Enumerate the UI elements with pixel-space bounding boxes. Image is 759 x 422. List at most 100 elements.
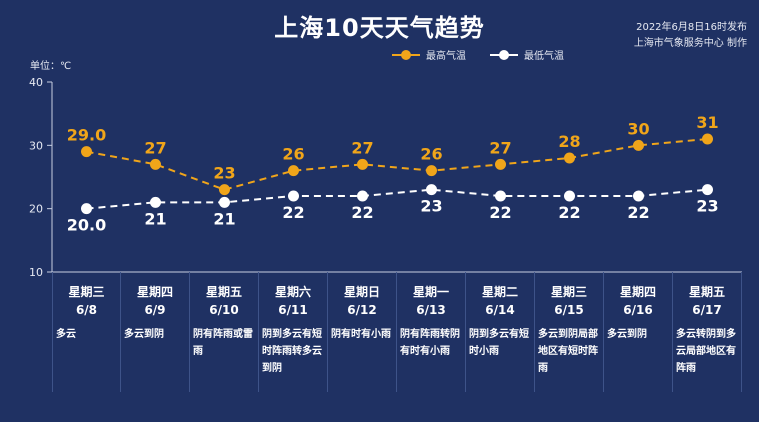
day-column: 星期六 6/11 阴到多云有短时阵雨转多云到阴 (259, 272, 328, 392)
low-temp-label: 21 (213, 209, 235, 228)
day-weekday: 星期二 (481, 285, 518, 299)
low-temp-label: 20.0 (67, 216, 106, 235)
low-temp-label: 22 (351, 203, 373, 222)
y-tick-label: 20 (29, 203, 43, 216)
high-temp-label: 27 (144, 138, 166, 157)
day-column: 星期五 6/10 阴有阵雨或雷雨 (190, 272, 259, 392)
day-weekday: 星期五 (205, 285, 242, 299)
day-column: 星期三 6/8 多云 (52, 272, 121, 392)
high-temp-point (702, 133, 713, 145)
day-weekday: 星期四 (136, 285, 173, 299)
day-date: 6/11 (278, 303, 308, 317)
high-temp-label: 29.0 (67, 126, 106, 145)
day-weekday: 星期四 (619, 285, 656, 299)
day-date: 6/10 (209, 303, 239, 317)
day-weekday: 星期一 (412, 285, 449, 299)
day-weather-desc: 多云到阴 (607, 329, 647, 340)
day-weather-desc: 阴到多云有短时小雨 (469, 329, 529, 357)
legend-swatch-low (490, 49, 518, 61)
daily-forecast-grid: 星期三 6/8 多云 星期四 6/9 多云到阴 星期五 6/10 阴有阵雨或雷雨 星期六 6/11 阴… (52, 272, 742, 392)
low-temp-label: 21 (144, 209, 166, 228)
day-date: 6/15 (554, 303, 584, 317)
high-temp-label: 28 (558, 132, 580, 151)
day-weekday: 星期日 (343, 285, 380, 299)
low-temp-label: 22 (282, 203, 304, 222)
publish-time: 2022年6月8日16时发布 (636, 22, 747, 33)
low-temp-label: 22 (627, 203, 649, 222)
low-temp-point (495, 190, 506, 202)
y-tick-label: 40 (29, 76, 43, 89)
low-temp-point (426, 184, 437, 196)
high-temp-label: 31 (696, 113, 718, 132)
low-temp-point (702, 184, 713, 196)
y-tick-label: 10 (29, 266, 43, 279)
high-temp-point (633, 139, 644, 151)
high-temp-point (150, 158, 161, 170)
day-weather-desc: 多云转阴到多云局部地区有阵雨 (676, 329, 736, 374)
day-weather-desc: 阴有阵雨转阴有时有小雨 (400, 329, 460, 357)
day-date: 6/13 (416, 303, 446, 317)
publisher: 上海市气象服务中心 制作 (633, 38, 747, 49)
low-temp-point (150, 196, 161, 208)
chart-title: 上海10天天气趋势 (274, 14, 485, 42)
unit-label: 单位：℃ (30, 61, 72, 72)
high-temp-label: 30 (627, 119, 649, 138)
legend-label-high: 最高气温 (426, 51, 466, 62)
low-temp-point (633, 190, 644, 202)
day-date: 6/14 (485, 303, 515, 317)
low-temp-label: 23 (420, 197, 442, 216)
legend-item-low: 最低气温 (490, 47, 564, 62)
high-temp-point (288, 165, 299, 177)
day-weather-desc: 阴有阵雨或雷雨 (193, 329, 253, 357)
day-weekday: 星期三 (550, 285, 587, 299)
legend-item-high: 最高气温 (392, 47, 466, 62)
day-weather-desc: 阴到多云有短时阵雨转多云到阴 (262, 329, 322, 374)
day-column: 星期一 6/13 阴有阵雨转阴有时有小雨 (397, 272, 466, 392)
high-temp-point (357, 158, 368, 170)
high-temp-point (219, 184, 230, 196)
legend-label-low: 最低气温 (524, 51, 564, 62)
low-temp-label: 23 (696, 197, 718, 216)
low-temp-label: 22 (489, 203, 511, 222)
high-temp-line (86, 138, 708, 191)
low-temp-point (288, 190, 299, 202)
day-date: 6/12 (347, 303, 377, 317)
low-temp-label: 22 (558, 203, 580, 222)
day-column: 星期四 6/9 多云到阴 (121, 272, 190, 392)
day-column: 星期五 6/17 多云转阴到多云局部地区有阵雨 (673, 272, 742, 392)
day-weekday: 星期六 (274, 285, 311, 299)
high-temp-point (495, 158, 506, 170)
low-temp-point (357, 190, 368, 202)
low-temp-point (81, 203, 92, 215)
high-temp-point (426, 165, 437, 177)
day-weekday: 星期三 (68, 285, 105, 299)
high-temp-label: 23 (213, 164, 235, 183)
high-temp-point (564, 152, 575, 164)
low-temp-point (219, 196, 230, 208)
day-date: 6/9 (144, 303, 166, 317)
high-temp-label: 27 (489, 138, 511, 157)
day-date: 6/17 (692, 303, 722, 317)
day-column: 星期三 6/15 多云到阴局部地区有短时阵雨 (535, 272, 604, 392)
day-weather-desc: 多云到阴局部地区有短时阵雨 (538, 329, 598, 374)
legend-swatch-high (392, 49, 420, 61)
high-temp-label: 26 (420, 145, 442, 164)
publish-info: 2022年6月8日16时发布 上海市气象服务中心 制作 (634, 20, 747, 52)
day-weather-desc: 多云到阴 (124, 329, 164, 340)
high-temp-label: 26 (282, 145, 304, 164)
day-date: 6/8 (75, 303, 98, 317)
legend: 最高气温 最低气温 (392, 47, 564, 62)
low-temp-line (86, 188, 708, 210)
day-weather-desc: 多云 (56, 329, 76, 340)
high-temp-label: 27 (351, 138, 373, 157)
day-weekday: 星期五 (688, 285, 725, 299)
y-tick-label: 30 (29, 139, 43, 152)
day-column: 星期日 6/12 阴有时有小雨 (328, 272, 397, 392)
high-temp-point (81, 146, 92, 158)
day-date: 6/16 (623, 303, 653, 317)
low-temp-point (564, 190, 575, 202)
day-weather-desc: 阴有时有小雨 (331, 329, 391, 340)
day-column: 星期四 6/16 多云到阴 (604, 272, 673, 392)
day-column: 星期二 6/14 阴到多云有短时小雨 (466, 272, 535, 392)
